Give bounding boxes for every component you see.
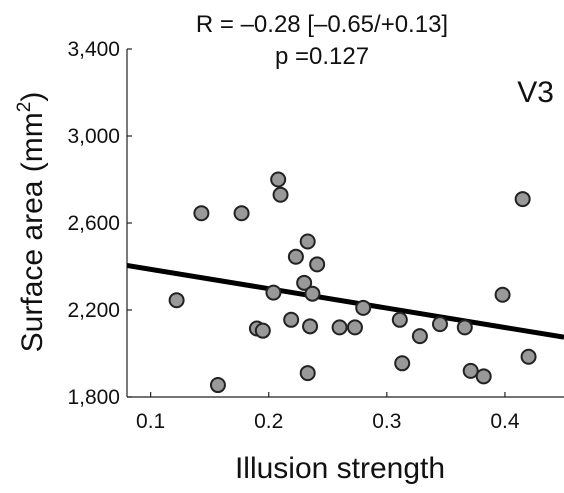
x-tick-label: 0.2 (254, 410, 283, 433)
data-points (168, 171, 537, 394)
data-point (394, 355, 411, 372)
data-point (299, 233, 316, 250)
regression-line (126, 262, 564, 340)
y-axis-title: Surface area (mm2) (14, 92, 49, 353)
p-value-title: p =0.127 (275, 43, 369, 70)
y-axis-title-main: Surface area (mm (16, 112, 49, 352)
data-point (168, 292, 185, 309)
y-tick-label: 2,600 (67, 212, 120, 235)
data-point (494, 286, 511, 303)
data-point (272, 186, 289, 203)
data-point (346, 319, 363, 336)
data-point (270, 171, 287, 188)
y-axis-title-close: ) (16, 92, 49, 102)
data-point (411, 328, 428, 345)
data-point (302, 318, 319, 335)
regression-line-group (126, 262, 564, 340)
axes (126, 49, 564, 398)
data-point (283, 311, 300, 328)
y-tick-label: 3,400 (67, 38, 120, 61)
x-tick-label: 0.3 (372, 410, 401, 433)
panel-label: V3 (517, 76, 554, 109)
x-tick-label: 0.1 (136, 410, 165, 433)
y-tick-label: 2,200 (67, 299, 120, 322)
x-tick-label: 0.4 (490, 410, 520, 433)
data-point (431, 316, 448, 333)
y-axis-title-superscript: 2 (14, 102, 35, 113)
data-point (355, 299, 372, 316)
data-point (514, 191, 531, 208)
data-point (456, 319, 473, 336)
x-axis-title: Illusion strength (235, 452, 445, 485)
data-point (299, 365, 316, 382)
data-point (462, 362, 479, 379)
data-point (193, 205, 210, 222)
data-point (265, 284, 282, 301)
y-tick-label: 3,000 (67, 125, 120, 148)
tick-marks: 0.1 0.2 0.3 0.4 1,800 2,200 2,600 3,000 3,400 (67, 38, 519, 433)
data-point (209, 377, 226, 394)
data-point (309, 256, 326, 273)
y-tick-label: 1,800 (67, 386, 120, 409)
data-point (331, 319, 348, 336)
data-point (304, 285, 321, 302)
data-point (287, 248, 304, 265)
data-point (233, 205, 250, 222)
data-point (254, 322, 271, 339)
data-point (391, 311, 408, 328)
data-point (475, 368, 492, 385)
correlation-title: R = –0.28 [–0.65/+0.13] (196, 11, 448, 38)
data-point (296, 274, 313, 291)
data-point (520, 348, 537, 365)
